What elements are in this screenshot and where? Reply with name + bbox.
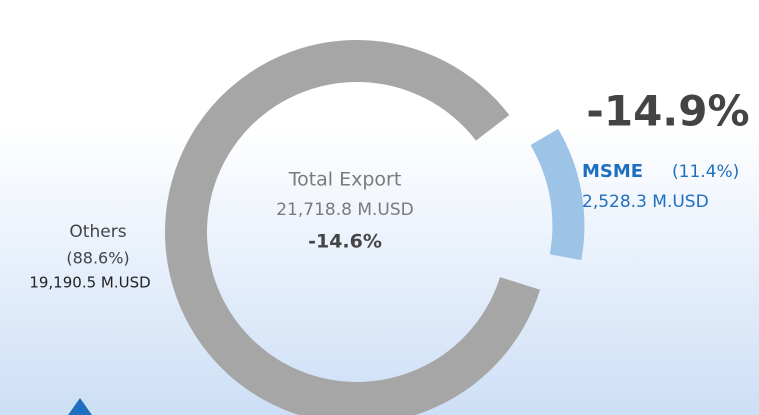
arrow-icon [68, 398, 92, 415]
value-label: (11.4%) [672, 162, 739, 182]
total-label: Total Export [288, 169, 402, 191]
category-label: Others [69, 222, 126, 242]
value-label: (88.6%) [66, 249, 129, 268]
msme-change: -14.9% [586, 87, 749, 136]
total-value: 21,718.8 M.USD [276, 200, 414, 220]
category-label: MSME [582, 161, 643, 182]
donut-slice [530, 128, 585, 261]
amount-label: 19,190.5 M.USD [29, 274, 150, 292]
amount-label: 2,528.3 M.USD [582, 192, 709, 212]
total-change: -14.6% [308, 231, 382, 253]
